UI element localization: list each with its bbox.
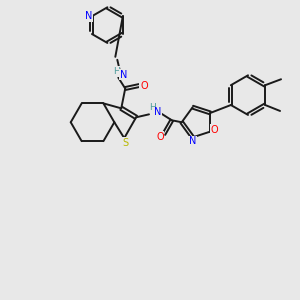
Text: N: N [120,70,127,80]
Text: S: S [122,138,128,148]
Text: N: N [189,136,196,146]
Text: H: H [113,67,120,76]
Text: O: O [211,124,218,135]
Text: O: O [140,80,148,91]
Text: O: O [156,132,164,142]
Text: N: N [85,11,93,21]
Text: H: H [150,103,156,112]
Text: N: N [154,107,162,117]
